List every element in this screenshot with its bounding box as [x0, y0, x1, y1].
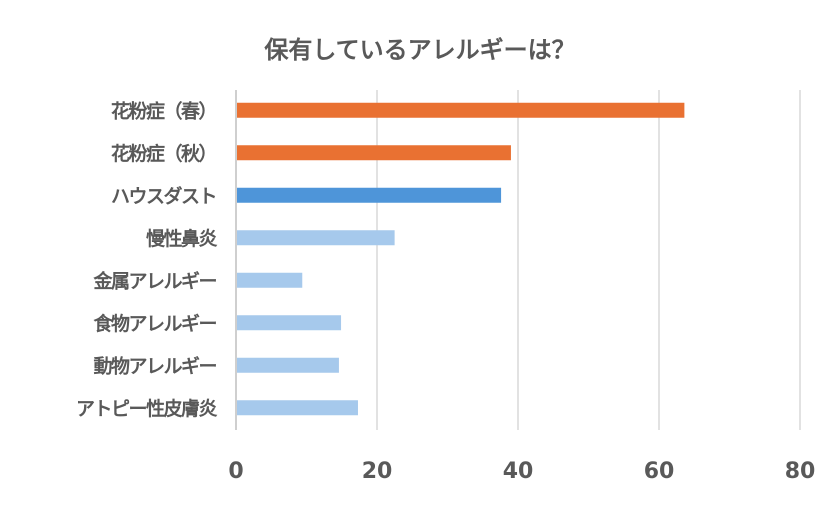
category-label: アトピー性皮膚炎 — [76, 397, 218, 420]
category-label: 動物アレルギー — [93, 354, 216, 377]
bar — [237, 230, 395, 246]
bar — [237, 102, 685, 118]
category-label: 花粉症（秋） — [111, 142, 216, 165]
bar — [237, 145, 511, 161]
x-tick-label: 0 — [228, 459, 243, 484]
chart-title: 保有しているアレルギーは？ — [264, 36, 576, 64]
category-label: 花粉症（春） — [111, 99, 216, 122]
bar — [237, 272, 303, 288]
bar — [237, 357, 339, 373]
bar — [237, 400, 358, 416]
category-label: 食物アレルギー — [93, 312, 216, 335]
x-tick-label: 20 — [362, 459, 393, 484]
x-tick-label: 80 — [785, 459, 816, 484]
bar — [237, 187, 502, 203]
category-label: 慢性鼻炎 — [146, 227, 218, 250]
category-label: ハウスダスト — [111, 184, 216, 207]
bar — [237, 315, 342, 331]
x-tick-label: 40 — [503, 459, 534, 484]
x-tick-label: 60 — [644, 459, 675, 484]
category-label: 金属アレルギー — [92, 269, 216, 292]
